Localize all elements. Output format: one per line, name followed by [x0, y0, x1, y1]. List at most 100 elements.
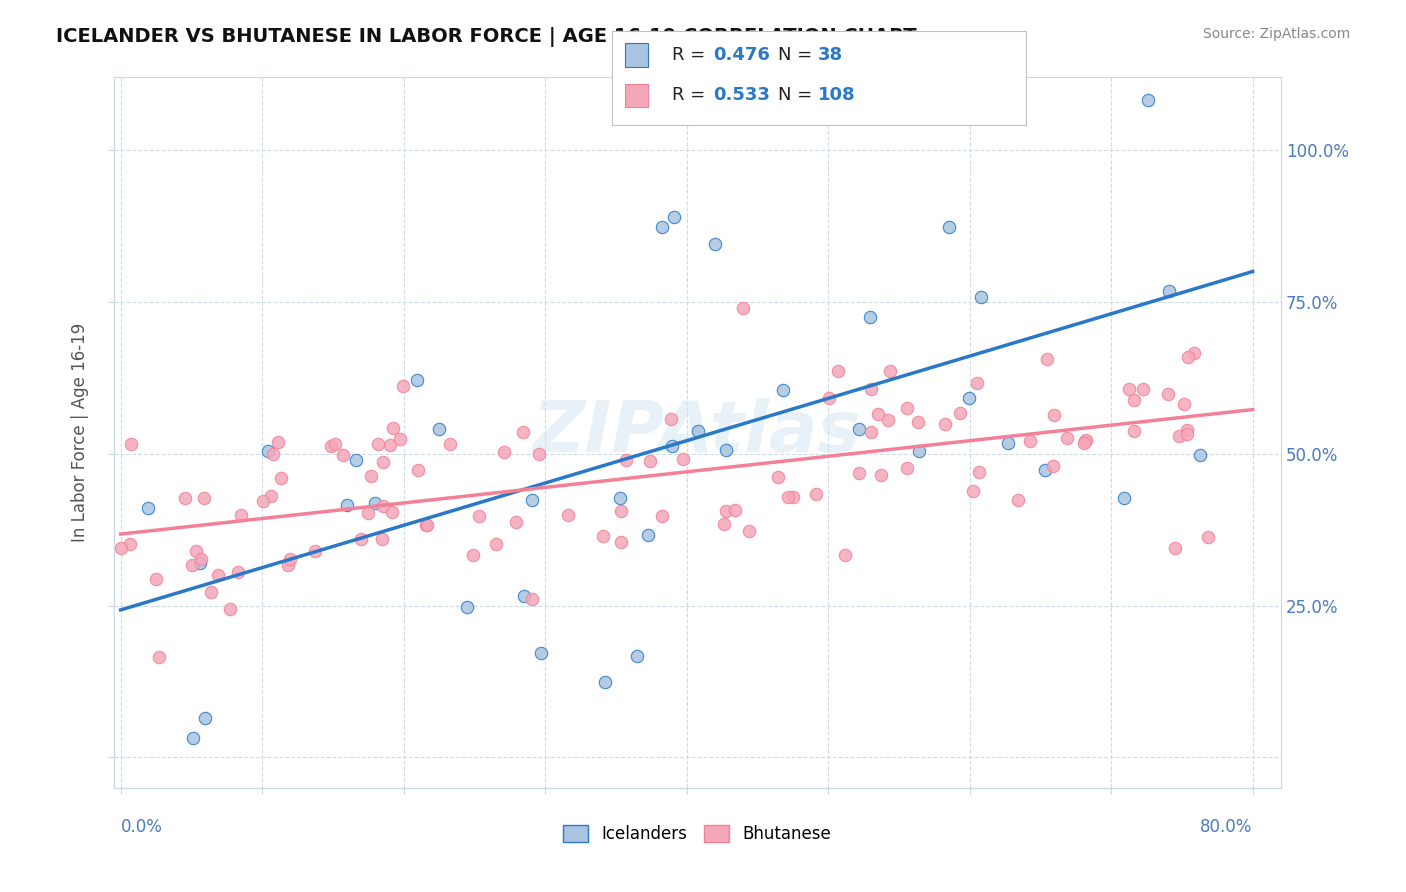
Point — [1168, 429, 1191, 443]
Point — [957, 391, 980, 405]
Text: N =: N = — [778, 46, 817, 64]
Point — [1073, 435, 1095, 450]
Point — [110, 541, 132, 555]
Point — [879, 363, 901, 377]
Point — [934, 417, 956, 431]
Point — [188, 556, 211, 570]
Point — [323, 437, 346, 451]
Point — [804, 487, 827, 501]
Point — [1007, 493, 1029, 508]
Point — [1036, 351, 1059, 366]
Point — [731, 301, 754, 315]
Point — [406, 463, 429, 477]
Point — [267, 435, 290, 450]
Point — [277, 558, 299, 573]
Point — [468, 509, 491, 524]
Legend: Icelanders, Bhutanese: Icelanders, Bhutanese — [564, 825, 831, 844]
Point — [120, 537, 142, 551]
Point — [896, 461, 918, 475]
Point — [1159, 284, 1181, 298]
Point — [1189, 448, 1212, 462]
Point — [1114, 59, 1136, 73]
Point — [207, 568, 229, 582]
Point — [529, 447, 551, 461]
Point — [406, 373, 429, 387]
Point — [136, 500, 159, 515]
Point — [614, 452, 637, 467]
Text: Source: ZipAtlas.com: Source: ZipAtlas.com — [1202, 27, 1350, 41]
Point — [859, 310, 882, 324]
Point — [231, 508, 253, 522]
Y-axis label: In Labor Force | Age 16-19: In Labor Force | Age 16-19 — [72, 323, 89, 542]
Point — [877, 413, 900, 427]
Point — [776, 490, 799, 504]
Point — [371, 455, 394, 469]
Text: 0.533: 0.533 — [713, 87, 769, 104]
Text: 0.476: 0.476 — [713, 46, 769, 64]
Point — [304, 544, 326, 558]
Point — [190, 551, 212, 566]
Point — [610, 504, 633, 518]
Point — [724, 503, 747, 517]
Point — [350, 533, 373, 547]
Point — [505, 515, 527, 529]
Point — [520, 492, 543, 507]
Point — [688, 424, 710, 438]
Point — [592, 529, 614, 543]
Point — [860, 425, 883, 439]
Point — [370, 532, 392, 546]
Point — [966, 376, 988, 390]
Point — [120, 437, 142, 451]
Point — [183, 731, 205, 745]
Point — [967, 465, 990, 479]
Point — [661, 412, 683, 426]
Point — [520, 592, 543, 607]
Point — [174, 491, 197, 505]
Point — [270, 471, 292, 485]
Point — [218, 602, 240, 616]
Text: R =: R = — [672, 46, 711, 64]
Point — [485, 537, 508, 551]
Point — [1056, 432, 1078, 446]
Point — [737, 524, 759, 538]
Point — [364, 496, 387, 510]
Point — [907, 415, 929, 429]
Point — [1132, 383, 1154, 397]
Point — [371, 499, 394, 513]
Point — [513, 590, 536, 604]
Point — [145, 572, 167, 586]
Point — [637, 528, 659, 542]
Point — [834, 549, 856, 563]
Point — [1182, 345, 1205, 359]
Text: 108: 108 — [818, 87, 856, 104]
Point — [184, 544, 207, 558]
Point — [380, 438, 402, 452]
Point — [181, 558, 204, 572]
Point — [672, 451, 695, 466]
Point — [557, 508, 579, 522]
Point — [256, 444, 278, 458]
Point — [512, 425, 534, 439]
Point — [938, 219, 960, 234]
Point — [367, 436, 389, 450]
Point — [260, 489, 283, 503]
Point — [228, 565, 250, 579]
Point — [970, 290, 993, 304]
Text: ICELANDER VS BHUTANESE IN LABOR FORCE | AGE 16-19 CORRELATION CHART: ICELANDER VS BHUTANESE IN LABOR FORCE | … — [56, 27, 917, 46]
Point — [848, 466, 870, 480]
Text: R =: R = — [672, 87, 711, 104]
Point — [714, 443, 737, 458]
Point — [336, 499, 359, 513]
Point — [626, 649, 648, 664]
Text: 0.0%: 0.0% — [121, 818, 163, 837]
Text: 80.0%: 80.0% — [1201, 818, 1253, 837]
Point — [321, 439, 343, 453]
Point — [456, 599, 478, 614]
Point — [193, 491, 215, 505]
Point — [357, 506, 380, 520]
Point — [870, 467, 893, 482]
Point — [997, 435, 1019, 450]
Point — [439, 437, 461, 451]
Point — [1175, 423, 1198, 437]
Point — [1175, 427, 1198, 442]
